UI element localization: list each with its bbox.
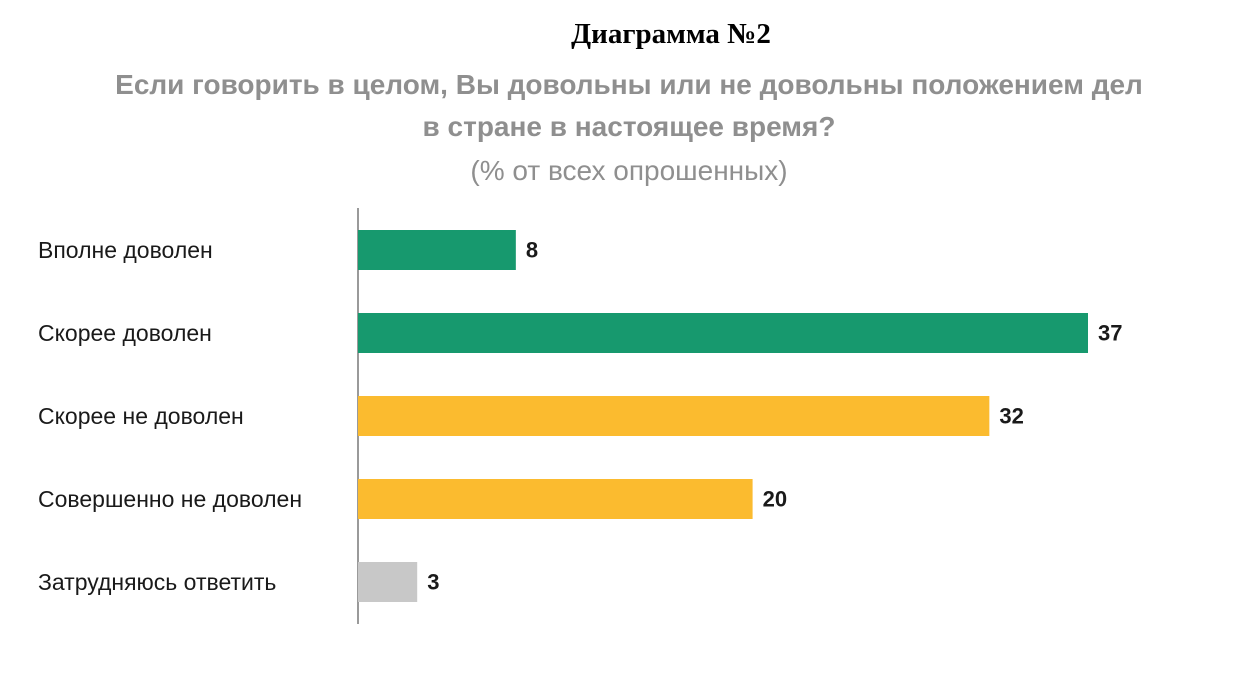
value-label: 8 [526,238,538,263]
bar [358,562,418,602]
category-label: Скорее не доволен [38,403,244,429]
chart-title-block: Если говорить в целом, Вы довольны или н… [0,64,1252,192]
chart-title-line-1: Если говорить в целом, Вы довольны или н… [115,69,1143,100]
value-label: 20 [763,487,787,512]
bar [358,313,1088,353]
category-label: Затрудняюсь ответить [38,569,276,595]
page-heading: Диаграмма №2 [571,18,771,50]
category-label: Совершенно не доволен [38,486,302,512]
category-label: Вполне доволен [38,237,213,263]
bar [358,230,516,270]
bar [358,396,990,436]
value-label: 3 [427,570,439,595]
bar [358,479,753,519]
category-label: Скорее доволен [38,320,212,346]
value-label: 37 [1098,321,1122,346]
chart-title-line-2: в стране в настоящее время? [422,111,836,142]
chart-subtitle: (% от всех опрошенных) [470,155,788,186]
value-label: 32 [999,404,1023,429]
